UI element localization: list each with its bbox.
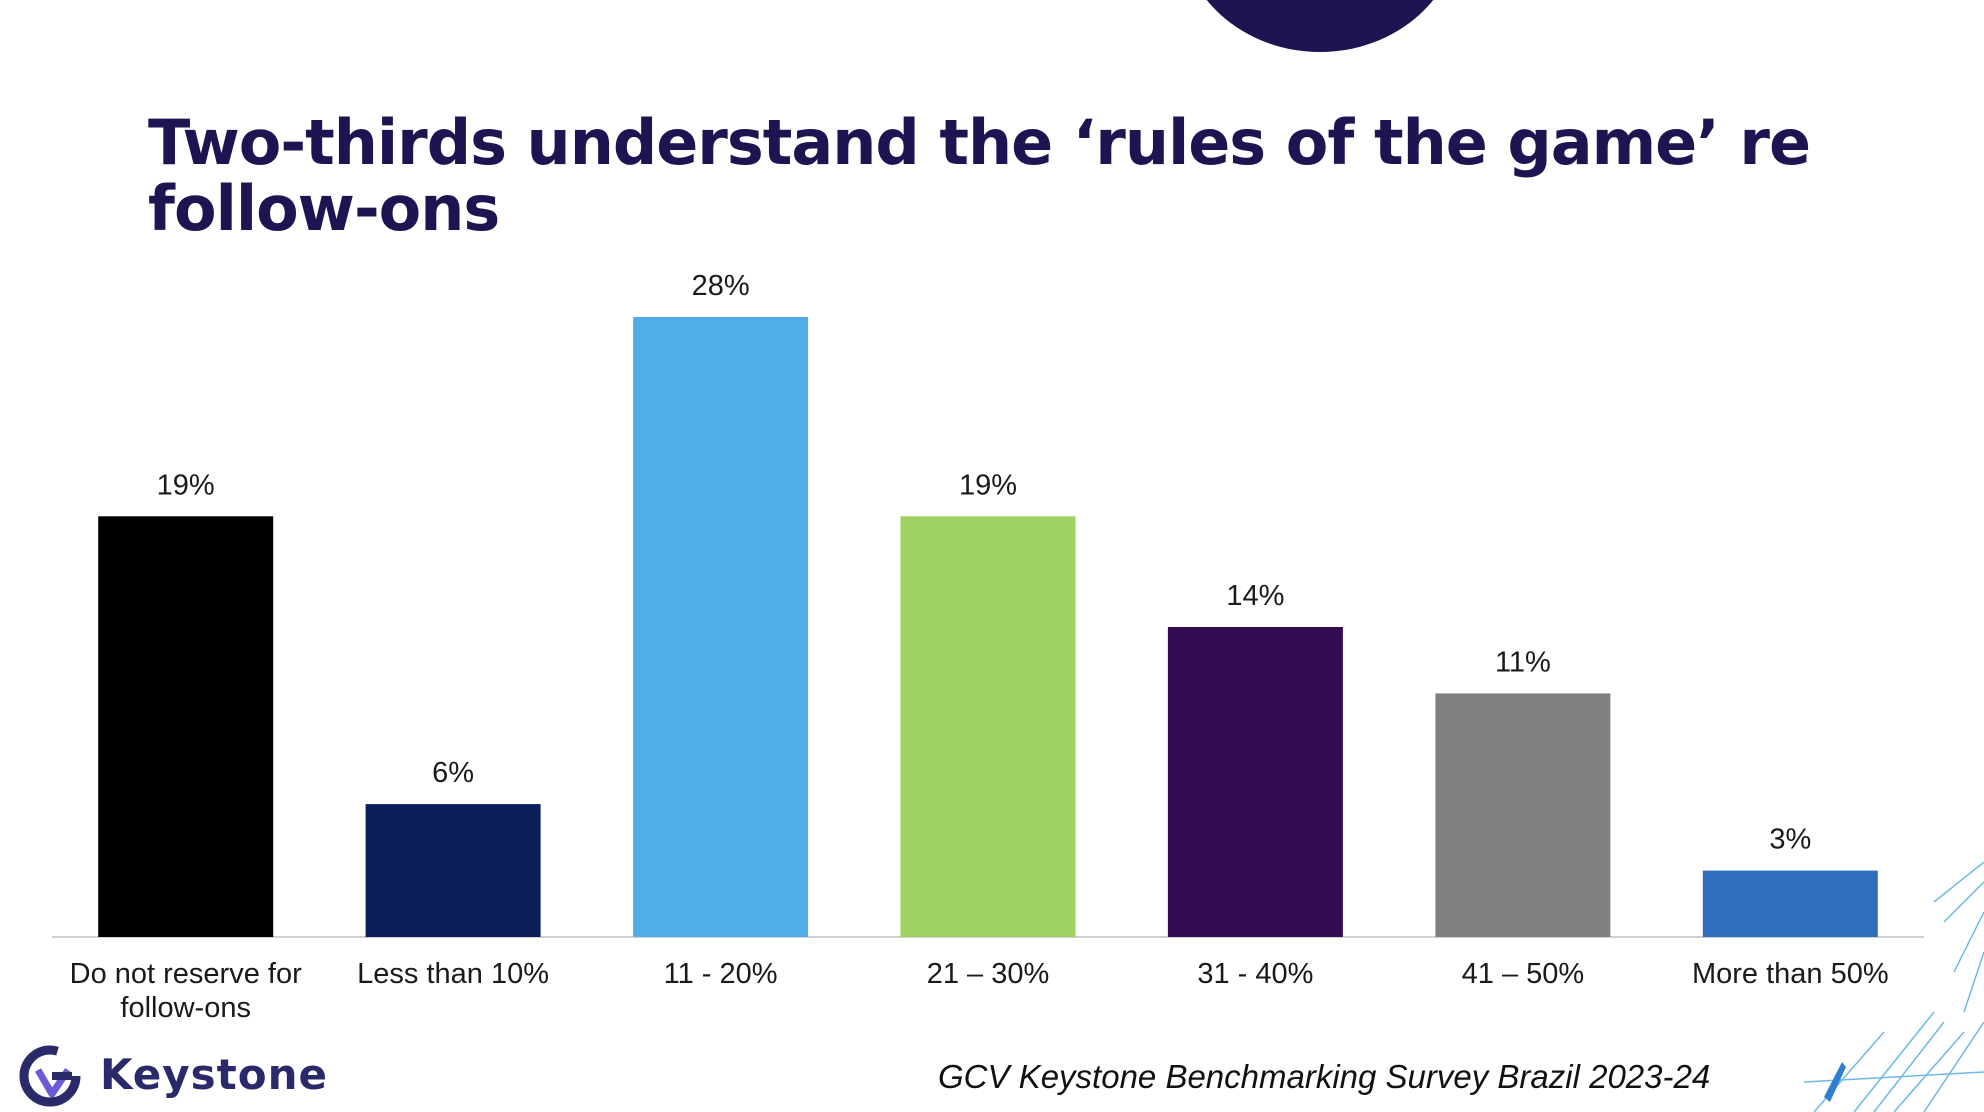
data-label-7: 3% [1769, 824, 1811, 856]
keystone-logo: Keystone [16, 1040, 336, 1112]
bar-7 [1702, 870, 1878, 937]
bar-6 [1435, 693, 1611, 937]
value-labels-group: 19% 6% 28% 19% 14% 11% 3% [157, 270, 1812, 856]
bar-1 [98, 516, 274, 937]
data-label-4: 19% [959, 469, 1017, 501]
source-caption: GCV Keystone Benchmarking Survey Brazil … [938, 1058, 1711, 1095]
slide-title: Two-thirds understand the ‘rules of the … [148, 106, 1811, 245]
data-label-2: 6% [432, 757, 474, 789]
x-tick-label-1: Do not reserve for follow-ons [70, 958, 302, 1024]
x-tick-label-4: 21 – 30% [927, 958, 1050, 990]
x-tick-label-6: 41 – 50% [1462, 958, 1585, 990]
bar-2 [365, 804, 541, 937]
decorative-lines [1803, 862, 1984, 1112]
bar-4 [900, 516, 1076, 937]
keystone-logo-icon [19, 1045, 81, 1107]
bar-3 [633, 317, 809, 937]
x-tick-label-7: More than 50% [1692, 958, 1889, 990]
x-tick-label-3: 11 - 20% [664, 958, 778, 990]
data-label-3: 28% [692, 270, 750, 302]
x-tick-label-2: Less than 10% [357, 958, 549, 990]
data-label-1: 19% [157, 469, 215, 501]
bar-5 [1167, 627, 1343, 937]
tick-labels-group: Do not reserve for follow-ons Less than 10… [70, 958, 1889, 1024]
data-label-5: 14% [1226, 580, 1284, 612]
data-label-6: 11% [1495, 646, 1551, 678]
brand-name: Keystone [100, 1050, 328, 1099]
bars-group [98, 317, 1878, 937]
x-tick-label-5: 31 - 40% [1197, 958, 1313, 990]
